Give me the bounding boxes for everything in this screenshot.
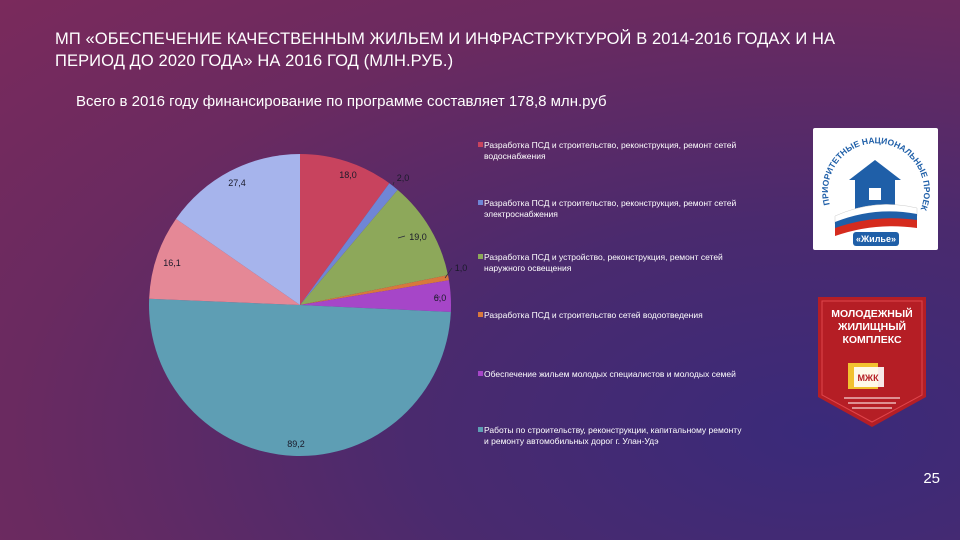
chart-legend: Разработка ПСД и строительство, реконстр… xyxy=(478,140,742,446)
page-number: 25 xyxy=(923,470,940,487)
legend-swatch xyxy=(478,312,483,317)
legend-entry: Обеспечение жильем молодых специалистов … xyxy=(484,369,736,379)
legend-entry: Разработка ПСД и строительство сетей вод… xyxy=(484,310,703,320)
logo2-line1: МОЛОДЕЖНЫЙ xyxy=(831,307,912,320)
slide-title: МП «ОБЕСПЕЧЕНИЕ КАЧЕСТВЕННЫМ ЖИЛЬЕМ И ИН… xyxy=(55,30,836,70)
data-label: 19,0 xyxy=(409,232,427,242)
leader-line xyxy=(397,235,406,239)
legend-entry: Разработка ПСД и строительство, реконстр… xyxy=(484,140,737,161)
legend-entry: Разработка ПСД и строительство, реконстр… xyxy=(484,198,737,219)
legend-swatch xyxy=(478,200,483,205)
legend-swatch xyxy=(478,427,483,432)
pie-slice xyxy=(176,154,300,305)
data-label: 1,0 xyxy=(455,263,468,273)
data-label: 2,0 xyxy=(397,173,410,183)
logo-badge-text: «Жилье» xyxy=(856,234,896,244)
legend-swatch xyxy=(478,254,483,259)
data-label: 18,0 xyxy=(339,170,357,180)
leader-line xyxy=(392,181,395,186)
leader-lines xyxy=(392,181,453,298)
legend-swatch xyxy=(478,142,483,147)
slide-subtitle: Всего в 2016 году финансирование по прог… xyxy=(76,93,607,110)
pie-slice xyxy=(300,189,449,305)
national-projects-logo: ПРИОРИТЕТНЫЕ НАЦИОНАЛЬНЫЕ ПРОЕКТЫ «Жилье… xyxy=(809,120,938,250)
logo2-line3: КОМПЛЕКС xyxy=(842,334,902,346)
data-label: 27,4 xyxy=(228,178,246,188)
legend-swatch xyxy=(478,371,483,376)
logo2-badge: МЖК xyxy=(857,373,879,383)
pie-slice xyxy=(300,183,398,305)
pie-slice xyxy=(149,298,451,456)
leader-line xyxy=(444,267,453,279)
data-label: 89,2 xyxy=(287,439,305,449)
pie-slice xyxy=(149,218,300,305)
youth-housing-logo: МОЛОДЕЖНЫЙ ЖИЛИЩНЫЙ КОМПЛЕКС МЖК xyxy=(818,297,926,427)
pie-slices xyxy=(149,154,451,456)
legend-entry: Разработка ПСД и устройство, реконструкц… xyxy=(484,252,723,273)
data-labels: 18,0 2,0 19,0 1,0 6,0 89,2 16,1 27,4 xyxy=(163,170,467,449)
pie-slice xyxy=(300,275,449,305)
pie-slice xyxy=(300,280,451,313)
data-label: 16,1 xyxy=(163,258,181,268)
data-label: 6,0 xyxy=(434,293,447,303)
logo2-line2: ЖИЛИЩНЫЙ xyxy=(837,320,906,333)
pie-slice xyxy=(300,154,390,305)
legend-entry: Работы по строительству, реконструкции, … xyxy=(484,425,742,446)
